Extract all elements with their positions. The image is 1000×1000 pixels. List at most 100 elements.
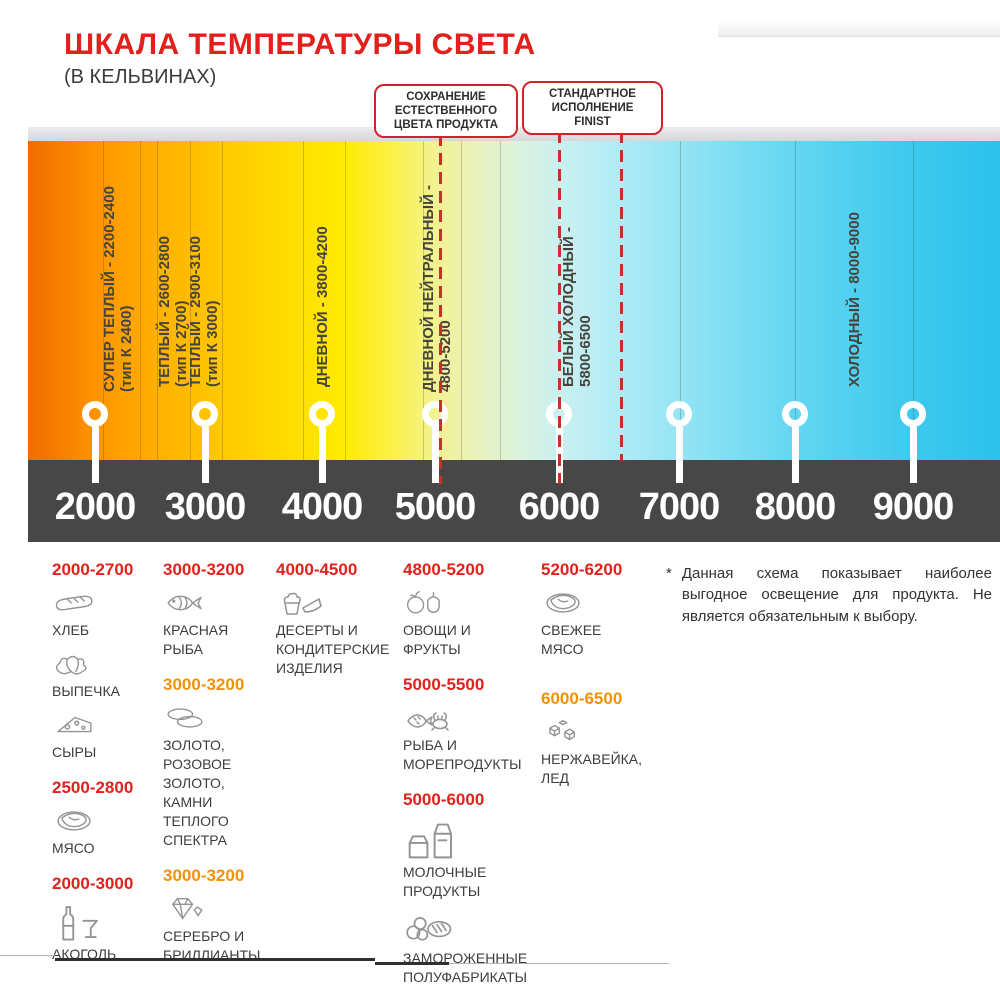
- page-title: ШКАЛА ТЕМПЕРАТУРЫ СВЕТА: [64, 28, 536, 61]
- product-item: КРАСНАЯ РЫБА: [163, 588, 281, 659]
- product-label: ХЛЕБ: [52, 622, 90, 638]
- product-column-2: 3000-3200 КРАСНАЯ РЫБА 3000-3200 ЗОЛОТО,…: [163, 558, 281, 974]
- product-label: МОЛОЧНЫЕ ПРОДУКТЫ: [403, 864, 487, 899]
- product-label: СВЕЖЕЕ МЯСО: [541, 622, 602, 657]
- range-badge: 3000-3200: [163, 560, 245, 579]
- dashed-line-finist-right: [620, 131, 623, 461]
- product-item: ДЕСЕРТЫ И КОНДИТЕРСКИЕ ИЗДЕЛИЯ: [276, 588, 404, 678]
- product-item: ЗОЛОТО, РОЗОВОЕ ЗОЛОТО, КАМНИ ТЕПЛОГО СП…: [163, 703, 281, 850]
- product-label: КРАСНАЯ РЫБА: [163, 622, 229, 657]
- alcohol-icon: [52, 902, 160, 942]
- zone-separator-line: [222, 141, 223, 460]
- range-badge: 3000-3200: [163, 675, 245, 694]
- footnote-asterisk: *: [666, 565, 672, 582]
- meat-icon: [52, 806, 160, 836]
- tick-6000: 6000: [518, 486, 601, 528]
- zone-label-daylight: ДНЕВНОЙ - 3800-4200: [314, 226, 331, 387]
- bottom-rule-light: [449, 963, 669, 964]
- product-label: НЕРЖАВЕЙКА, ЛЕД: [541, 751, 643, 786]
- product-item: СЫРЫ: [52, 710, 160, 762]
- bottom-rule-light: [0, 955, 55, 956]
- zone-separator-line: [423, 141, 424, 460]
- ice-icon: [541, 717, 666, 747]
- zone-separator-line: [103, 141, 104, 460]
- meat-icon: [541, 588, 666, 618]
- product-item: СЕРЕБРО И БРИЛЛИАНТЫ: [163, 894, 281, 965]
- zone-separator-line: [680, 141, 681, 460]
- dashed-line-natural-color: [439, 134, 442, 484]
- zone-separator-line: [913, 141, 914, 460]
- product-item: МЯСО: [52, 806, 160, 858]
- zone-separator-line: [345, 141, 346, 460]
- product-column-5: 5200-6200 СВЕЖЕЕ МЯСО 6000-6500 НЕРЖАВЕЙ…: [541, 558, 666, 797]
- product-label: ОВОЩИ И ФРУКТЫ: [403, 622, 471, 657]
- product-label: ДЕСЕРТЫ И КОНДИТЕРСКИЕ ИЗДЕЛИЯ: [276, 622, 390, 676]
- product-label: ЗАМОРОЖЕННЫЕ ПОЛУФАБРИКАТЫ: [403, 950, 528, 985]
- product-item: ЗАМОРОЖЕННЫЕ ПОЛУФАБРИКАТЫ: [403, 910, 543, 987]
- range-badge: 5000-6000: [403, 790, 485, 809]
- product-column-1: 2000-2700 ХЛЕБ ВЫПЕЧКА СЫРЫ 2500-2800 МЯ…: [52, 558, 160, 973]
- product-item: ВЫПЕЧКА: [52, 649, 160, 701]
- seafood-icon: [403, 703, 543, 733]
- temperature-gradient: [28, 141, 1000, 460]
- product-label: ЗОЛОТО, РОЗОВОЕ ЗОЛОТО, КАМНИ ТЕПЛОГО СП…: [163, 737, 232, 848]
- tick-9000: 9000: [872, 486, 955, 528]
- product-label: РЫБА И МОРЕПРОДУКТЫ: [403, 737, 522, 772]
- zone-label-super-warm: СУПЕР ТЕПЛЫЙ - 2200-2400 (тип К 2400): [101, 186, 135, 392]
- zone-separator-line: [157, 141, 158, 460]
- product-item: ОВОЩИ И ФРУКТЫ: [403, 588, 543, 659]
- kelvin-axis-band: [28, 460, 1000, 542]
- zone-label-cool-white: БЕЛЫЙ ХОЛОДНЫЙ -5800-6500: [560, 227, 594, 387]
- dashed-line-finist-left: [558, 131, 561, 484]
- tick-7000: 7000: [638, 486, 721, 528]
- decorative-top-strip: [718, 8, 1000, 37]
- callout-standard-finist: СТАНДАРТНОЕ ИСПОЛНЕНИЕ FINIST: [522, 81, 663, 135]
- zone-separator-line: [795, 141, 796, 460]
- croissant-icon: [52, 649, 160, 679]
- product-column-4: 4800-5200 ОВОЩИ И ФРУКТЫ 5000-5500 РЫБА …: [403, 558, 543, 996]
- diamond-icon: [163, 894, 281, 924]
- range-badge: 5000-5500: [403, 675, 485, 694]
- zone-label-warm-3000: ТЕПЛЫЙ - 2900-3100 (тип К 3000): [187, 235, 221, 387]
- range-badge: 6000-6500: [541, 689, 623, 708]
- zone-label-daylight-neutral: ДНЕВНОЙ НЕЙТРАЛЬНЫЙ -4800-5200: [420, 184, 454, 392]
- zone-separator-line: [500, 141, 501, 460]
- callout-natural-color: СОХРАНЕНИЕ ЕСТЕСТВЕННОГО ЦВЕТА ПРОДУКТА: [374, 84, 518, 138]
- bread-icon: [52, 588, 160, 618]
- range-badge: 2000-2700: [52, 560, 134, 579]
- range-badge: 2500-2800: [52, 778, 134, 797]
- bottom-rule: [55, 958, 375, 961]
- range-badge: 2000-3000: [52, 874, 134, 893]
- range-badge: 4800-5200: [403, 560, 485, 579]
- tick-8000: 8000: [754, 486, 837, 528]
- cheese-icon: [52, 710, 160, 740]
- range-badge: 3000-3200: [163, 866, 245, 885]
- zone-label-cold: ХОЛОДНЫЙ - 8000-9000: [846, 212, 863, 387]
- fish-icon: [163, 588, 281, 618]
- bottom-rule: [375, 962, 449, 965]
- tick-5000: 5000: [394, 486, 477, 528]
- range-badge: 5200-6200: [541, 560, 623, 579]
- product-item: ХЛЕБ: [52, 588, 160, 640]
- product-label: СЫРЫ: [52, 744, 97, 760]
- zone-separator-line: [303, 141, 304, 460]
- tick-2000: 2000: [54, 486, 137, 528]
- fruits-icon: [403, 588, 543, 618]
- zone-label-warm-2700: ТЕПЛЫЙ - 2600-2800 (тип К 2700): [156, 235, 190, 387]
- dessert-icon: [276, 588, 404, 618]
- product-item: АКОГОЛЬ: [52, 902, 160, 964]
- footnote-text: Данная схема показывает наиболее выгодно…: [681, 565, 992, 625]
- range-badge: 4000-4500: [276, 560, 358, 579]
- zone-separator-line: [190, 141, 191, 460]
- product-label: МЯСО: [52, 840, 95, 856]
- rings-icon: [163, 703, 281, 733]
- product-item: РЫБА И МОРЕПРОДУКТЫ: [403, 703, 543, 774]
- product-item: СВЕЖЕЕ МЯСО: [541, 588, 666, 659]
- tick-4000: 4000: [281, 486, 364, 528]
- page-subtitle: (В КЕЛЬВИНАХ): [64, 66, 217, 88]
- product-column-3: 4000-4500 ДЕСЕРТЫ И КОНДИТЕРСКИЕ ИЗДЕЛИЯ: [276, 558, 404, 687]
- product-item: МОЛОЧНЫЕ ПРОДУКТЫ: [403, 818, 543, 901]
- footnote: * Данная схема показывает наиболее выгод…: [666, 563, 992, 627]
- frozen-food-icon: [403, 910, 543, 946]
- milk-icon: [403, 818, 543, 860]
